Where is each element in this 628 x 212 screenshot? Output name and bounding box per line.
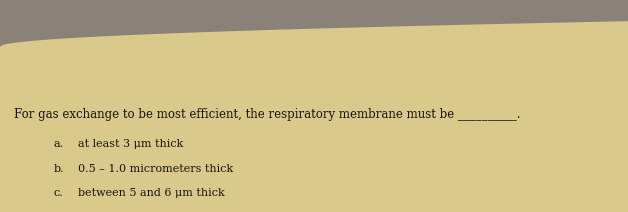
- Text: c.: c.: [53, 188, 63, 198]
- Text: a.: a.: [53, 139, 63, 149]
- Text: For gas exchange to be most efficient, the respiratory membrane must be ________: For gas exchange to be most efficient, t…: [14, 108, 521, 121]
- Polygon shape: [0, 0, 628, 47]
- Text: between 5 and 6 μm thick: between 5 and 6 μm thick: [78, 188, 225, 198]
- Text: at least 3 μm thick: at least 3 μm thick: [78, 139, 184, 149]
- Text: 0.5 – 1.0 micrometers thick: 0.5 – 1.0 micrometers thick: [78, 163, 234, 174]
- Text: b.: b.: [53, 163, 64, 174]
